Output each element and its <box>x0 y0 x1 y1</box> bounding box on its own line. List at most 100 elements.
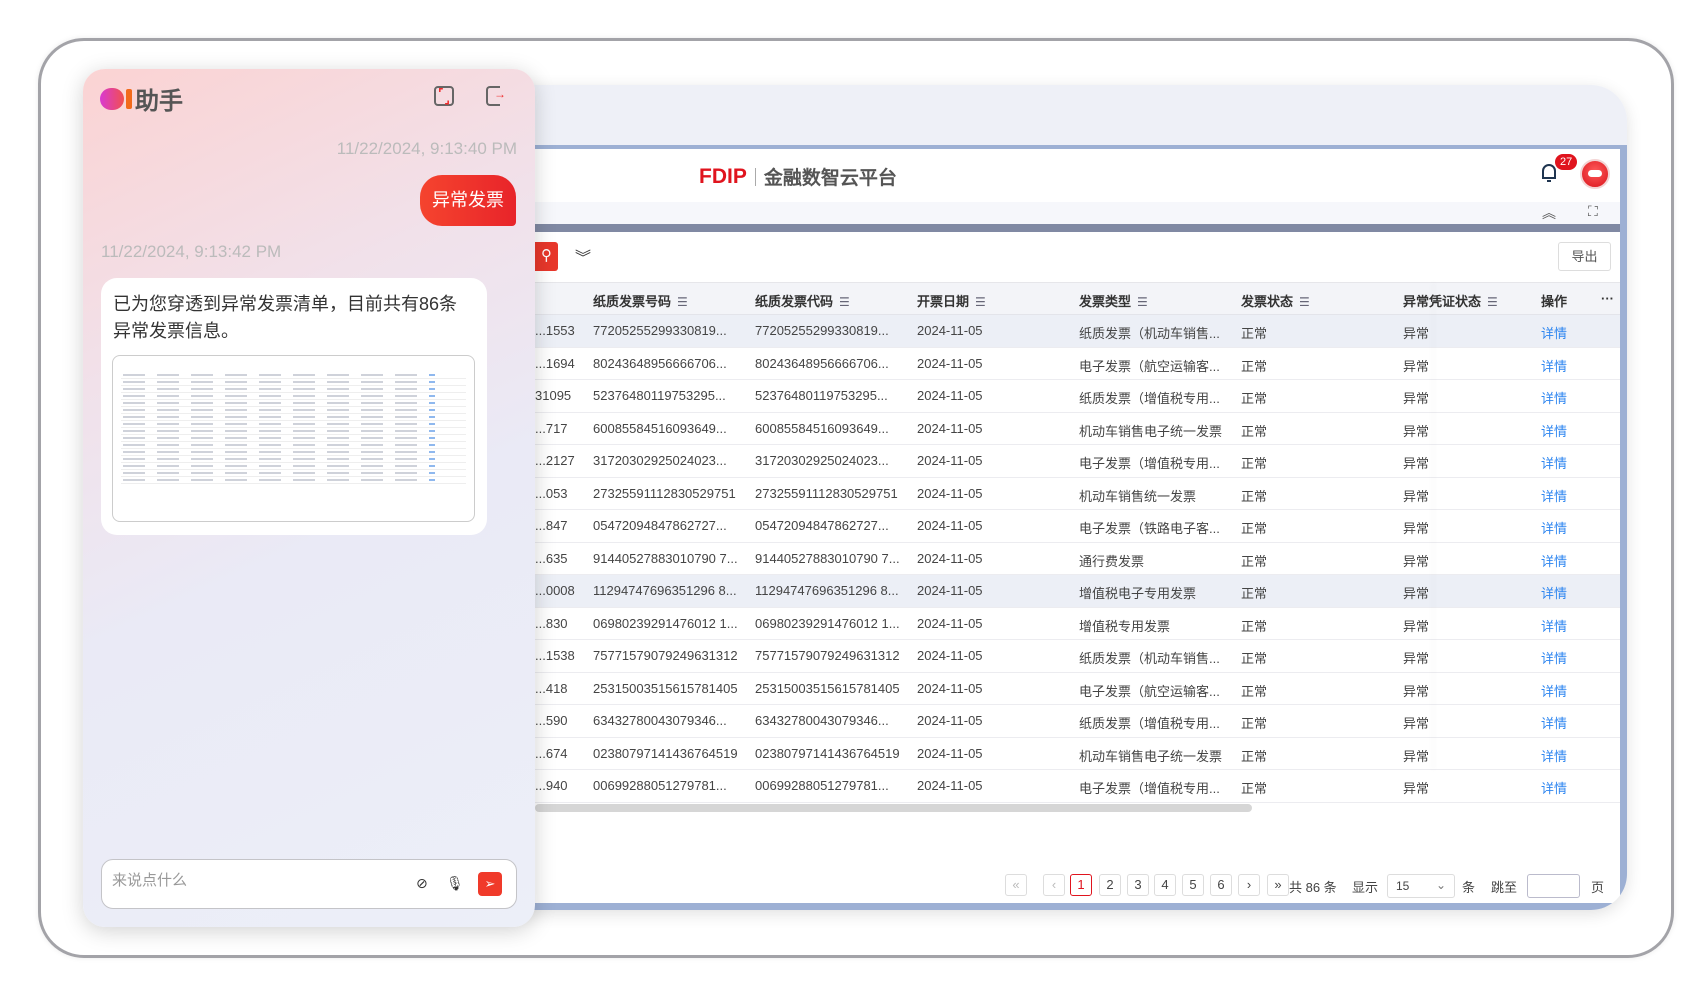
table-row[interactable]: 2127... 31720302925024023... 3172030292502… <box>535 445 1620 478</box>
table-cell: 63432780043079346... <box>593 713 727 728</box>
table-row[interactable]: 940... 00699288051279781... 00699288051279… <box>535 770 1620 803</box>
detail-link[interactable]: 详情 <box>1541 651 1568 666</box>
detail-link[interactable]: 详情 <box>1541 391 1568 406</box>
detail-link[interactable]: 详情 <box>1541 423 1568 439</box>
column-header[interactable]: 异常凭证状态 ☰ <box>1403 291 1498 310</box>
detail-link[interactable]: 详情 <box>1541 748 1568 764</box>
thumbnail-cell <box>259 472 281 474</box>
table-row[interactable]: 1553... 77205255299330819... 7720525529933… <box>535 315 1620 348</box>
table-cell: 674... <box>535 745 568 761</box>
table-row[interactable]: 847... 05472094847862727... 05472094847862… <box>535 510 1620 543</box>
thumbnail-cell <box>259 451 281 453</box>
assistant-message: 已为您穿透到异常发票清单，目前共有86条异常发票信息。 <box>101 278 487 535</box>
last-page-button[interactable]: » <box>1267 874 1289 896</box>
jump-page-input[interactable] <box>1527 874 1580 898</box>
thumbnail-cell <box>225 423 247 425</box>
detail-link[interactable]: 详情 <box>1541 488 1568 504</box>
table-row[interactable]: 590... 63432780043079346... 63432780043079… <box>535 705 1620 738</box>
table-row[interactable]: 635... 91440527883010790 7... 914405278830… <box>535 543 1620 575</box>
expand-icon[interactable]: ⌜ ⌟ <box>434 86 454 106</box>
user-avatar[interactable] <box>1580 159 1610 189</box>
page-button[interactable]: 3 <box>1127 874 1149 896</box>
assistant-title: 助手 <box>135 88 183 115</box>
column-filter-icon[interactable]: ☰ <box>839 295 850 309</box>
table-cell: 异常 <box>1403 521 1430 536</box>
detail-link[interactable]: 详情 <box>1541 781 1568 796</box>
thumbnail-cell <box>395 402 417 404</box>
fullscreen-icon[interactable]: ⛶ <box>1588 203 1598 219</box>
column-filter-icon[interactable]: ☰ <box>1137 295 1148 309</box>
table-cell: 635... <box>535 550 568 566</box>
detail-link[interactable]: 详情 <box>1541 553 1568 569</box>
thumbnail-cell <box>327 423 349 425</box>
table-cell: 2024-11-05 <box>917 485 983 501</box>
thumbnail-cell <box>361 472 383 474</box>
collapse-up-icon[interactable]: ︽ <box>1542 205 1556 221</box>
table-cell: 2024-11-05 <box>917 550 983 566</box>
first-page-button[interactable]: « <box>1005 874 1027 896</box>
table-row[interactable]: 717... 60085584516093649... 60085584516093… <box>535 413 1620 445</box>
column-filter-icon[interactable]: ☰ <box>677 295 688 309</box>
column-header[interactable]: 纸质发票号码 ☰ <box>593 291 688 310</box>
thumbnail-cell <box>361 444 383 446</box>
export-button[interactable]: 导出 <box>1558 242 1611 271</box>
page-button[interactable]: 6 <box>1210 874 1232 896</box>
detail-link[interactable]: 详情 <box>1541 586 1568 601</box>
table-row[interactable]: 418... 25315003515615781405 25315003515615… <box>535 673 1620 705</box>
chat-input[interactable] <box>112 872 372 889</box>
thumbnail-cell <box>123 451 145 453</box>
horizontal-scrollbar[interactable] <box>535 804 1252 812</box>
table-row[interactable]: 674... 02380797141436764519 02380797141436… <box>535 738 1620 770</box>
detail-link[interactable]: 详情 <box>1541 683 1568 699</box>
page-button[interactable]: 1 <box>1070 874 1092 896</box>
invoice-list-thumbnail[interactable] <box>112 355 475 522</box>
page-button[interactable]: 2 <box>1099 874 1121 896</box>
column-filter-icon[interactable]: ☰ <box>1487 295 1498 309</box>
column-filter-icon[interactable]: ☰ <box>975 295 986 309</box>
detail-link[interactable]: 详情 <box>1541 521 1568 536</box>
prev-page-button[interactable]: ‹ <box>1043 874 1065 896</box>
table-row[interactable]: 1538... 75771579079249631312 7577157907924… <box>535 640 1620 673</box>
thumbnail-cell <box>259 430 281 432</box>
page-button[interactable]: 4 <box>1154 874 1176 896</box>
table-cell: 正常 <box>1241 521 1268 536</box>
table-row[interactable]: 053... 27325591112830529751 27325591112830… <box>535 478 1620 510</box>
detail-link[interactable]: 详情 <box>1541 456 1568 471</box>
table-row[interactable]: 1694... 80243648956666706... 8024364895666… <box>535 348 1620 380</box>
detail-link[interactable]: 详情 <box>1541 716 1568 731</box>
detail-link[interactable]: 详情 <box>1541 618 1568 634</box>
microphone-icon[interactable]: 🎙 <box>446 875 464 891</box>
column-header[interactable]: 发票类型 ☰ <box>1079 291 1148 310</box>
pagination: « ‹ 1 2 3 4 5 6 › » 共 86 条 显示 15 ⌄ 条 跳至 页 <box>440 874 1620 898</box>
detail-link[interactable]: 详情 <box>1541 326 1568 341</box>
detail-link[interactable]: 详情 <box>1541 358 1568 374</box>
table-cell: 正常 <box>1241 488 1268 504</box>
column-settings-icon[interactable]: ··· <box>1601 291 1614 306</box>
expand-filters-icon[interactable]: ︾ <box>575 250 592 267</box>
page-button[interactable]: 5 <box>1182 874 1204 896</box>
send-button[interactable]: ➢ <box>478 872 502 896</box>
notification-bell-icon[interactable] <box>1539 162 1559 184</box>
thumbnail-row <box>121 413 466 414</box>
column-filter-icon[interactable]: ☰ <box>1299 295 1310 309</box>
attachment-icon[interactable]: ⊘ <box>416 875 428 891</box>
page-size-select[interactable]: 15 ⌄ <box>1387 874 1455 898</box>
thumbnail-cell <box>157 465 179 467</box>
next-page-button[interactable]: › <box>1238 874 1260 896</box>
thumbnail-cell <box>361 465 383 467</box>
thumbnail-cell <box>327 465 349 467</box>
thumbnail-cell <box>293 409 315 411</box>
table-row[interactable]: 830... 06980239291476012 1... 069802392914… <box>535 608 1620 640</box>
column-header[interactable]: 开票日期 ☰ <box>917 291 986 310</box>
thumbnail-cell <box>191 430 213 432</box>
column-header[interactable]: 纸质发票代码 ☰ <box>755 291 850 310</box>
exit-icon[interactable]: → <box>486 86 506 106</box>
table-cell: 2024-11-05 <box>917 778 983 793</box>
table-row[interactable]: 31095 52376480119753295... 523764801197532… <box>535 380 1620 413</box>
table-cell: 80243648956666706... <box>593 355 727 371</box>
table-cell: 正常 <box>1241 326 1268 341</box>
thumbnail-row <box>121 462 466 463</box>
column-header[interactable]: 发票状态 ☰ <box>1241 291 1310 310</box>
table-row[interactable]: 0008... 11294747696351296 8... 11294747696… <box>535 575 1620 608</box>
thumbnail-cell <box>395 374 417 376</box>
